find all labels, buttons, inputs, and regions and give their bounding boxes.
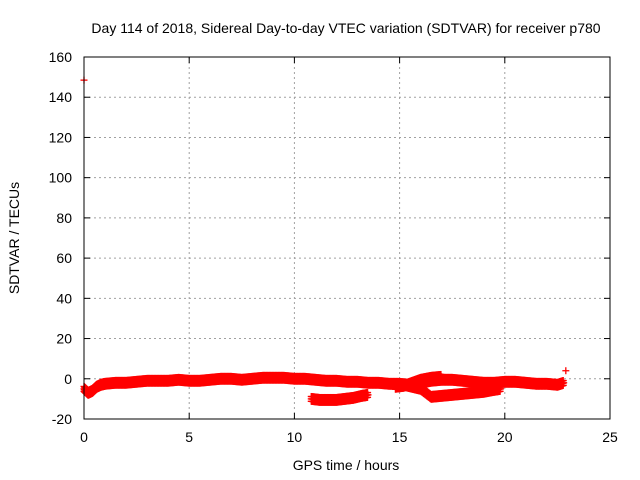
x-tick-labels: 0 5 10 15 20 25 xyxy=(80,429,618,445)
y-tick-label: 160 xyxy=(49,49,73,65)
x-axis-label: GPS time / hours xyxy=(293,457,400,473)
y-tick-label: 100 xyxy=(49,170,73,186)
axis-ticks xyxy=(83,56,611,420)
y-tick-label: 20 xyxy=(56,331,72,347)
x-tick-label: 5 xyxy=(185,429,193,445)
chart-title: Day 114 of 2018, Sidereal Day-to-day VTE… xyxy=(91,20,600,36)
x-tick-label: 10 xyxy=(287,429,303,445)
y-tick-labels: -20 0 20 40 60 80 100 120 140 160 xyxy=(49,49,73,427)
y-tick-label: 60 xyxy=(56,250,72,266)
data-points xyxy=(80,76,570,406)
x-tick-label: 0 xyxy=(80,429,88,445)
y-tick-label: 120 xyxy=(49,129,73,145)
outlier-point xyxy=(562,367,570,375)
grid-lines xyxy=(84,57,610,419)
y-tick-label: 0 xyxy=(64,371,72,387)
y-tick-label: 80 xyxy=(56,210,72,226)
x-tick-label: 15 xyxy=(392,429,408,445)
y-tick-label: -20 xyxy=(52,411,72,427)
y-tick-label: 40 xyxy=(56,290,72,306)
y-tick-label: 140 xyxy=(49,89,73,105)
x-tick-label: 25 xyxy=(602,429,618,445)
x-tick-label: 20 xyxy=(497,429,513,445)
y-axis-label: SDTVAR / TECUs xyxy=(6,182,22,294)
plot-frame xyxy=(83,56,611,420)
